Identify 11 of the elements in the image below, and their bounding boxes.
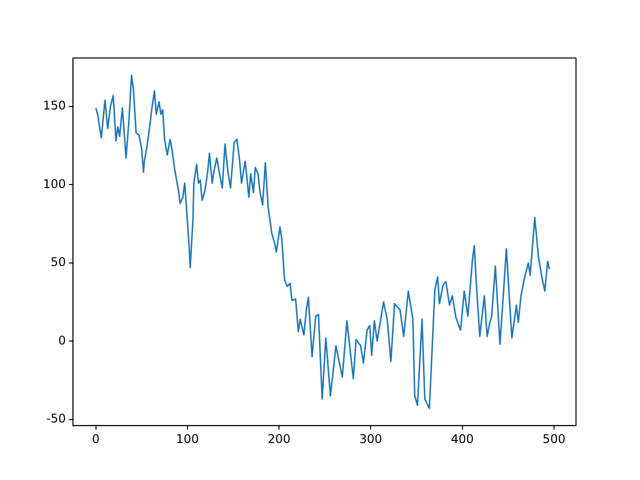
x-tick-label: 100 [176,432,199,446]
x-tick-label: 300 [359,432,382,446]
x-tick-label: 500 [542,432,566,446]
y-tick-label: 0 [58,333,66,348]
y-tick-label: 100 [43,176,66,191]
y-tick-label: -50 [46,411,66,426]
x-tick-label: 0 [92,432,100,446]
x-tick-label: 400 [450,432,474,446]
y-tick-label: 150 [43,98,66,113]
y-tick-label: 50 [50,255,66,270]
x-tick-label: 200 [268,432,291,446]
